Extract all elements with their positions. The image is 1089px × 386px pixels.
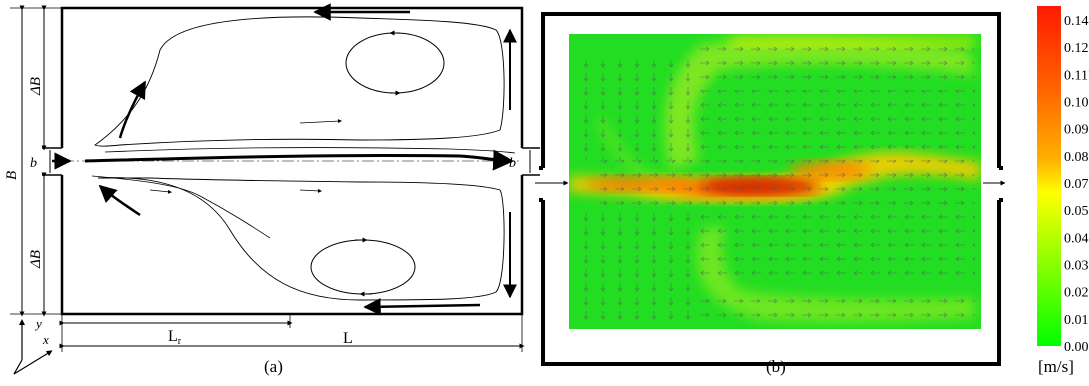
- jet-streamline: [84, 149, 515, 171]
- label-axis-x: x: [42, 332, 49, 347]
- colorbar-tick-label: 0.140: [1064, 14, 1089, 29]
- colorbar-tick-label: 0.012: [1064, 313, 1089, 328]
- colorbar-ticks: 0.140 0.128 0.117 0.105 0.093 0.082 0.070 0.058…: [1064, 14, 1089, 355]
- colorbar-tick-label: 0.058: [1064, 204, 1089, 219]
- label-Lr: Lr: [168, 328, 182, 347]
- colorbar-tick-label: 0.047: [1064, 231, 1089, 246]
- colorbar: 0.140 0.128 0.117 0.105 0.093 0.082 0.070 0.058…: [1037, 6, 1089, 376]
- colorbar-tick-label: 0.070: [1064, 177, 1089, 192]
- label-B: B: [4, 171, 20, 180]
- lower-vortex: [310, 239, 416, 295]
- velocity-field-map: [569, 34, 981, 329]
- colorbar-tick-label: 0.105: [1064, 96, 1089, 111]
- colorbar-tick-label: 0.093: [1064, 123, 1089, 138]
- tank-bottom-wall: [60, 175, 524, 316]
- label-axis-y: y: [34, 316, 42, 331]
- upper-recirculation-zone: [94, 16, 505, 147]
- upper-vortex: [345, 32, 445, 94]
- label-L: L: [343, 330, 353, 347]
- label-b-outlet: b: [509, 156, 516, 171]
- label-delta-b-top: ΔB: [28, 77, 44, 96]
- axis-x-arrow: [13, 350, 53, 375]
- tank-b-top-wall: [541, 12, 1001, 168]
- colorbar-tick-label: 0.000: [1064, 340, 1089, 355]
- caption-b: (b): [766, 357, 786, 376]
- panel-a-schematic: B ΔB ΔB b b Lr L: [4, 3, 540, 376]
- colorbar-gradient: [1037, 6, 1061, 346]
- lower-recirculation-zone: [97, 177, 505, 301]
- tank-top-wall: [60, 6, 524, 148]
- tank-b-bottom-wall: [541, 200, 1001, 366]
- colorbar-tick-label: 0.117: [1064, 68, 1089, 83]
- colorbar-tick-label: 0.023: [1064, 286, 1089, 301]
- colorbar-unit: [m/s]: [1038, 357, 1074, 376]
- label-b-inlet: b: [30, 156, 37, 171]
- colorbar-tick-label: 0.035: [1064, 259, 1089, 274]
- caption-a: (a): [264, 357, 283, 376]
- label-delta-b-bottom: ΔB: [28, 250, 44, 269]
- colorbar-tick-label: 0.128: [1064, 41, 1089, 56]
- colorbar-tick-label: 0.082: [1064, 150, 1089, 165]
- panel-b-velocity-field: (b): [535, 12, 1006, 376]
